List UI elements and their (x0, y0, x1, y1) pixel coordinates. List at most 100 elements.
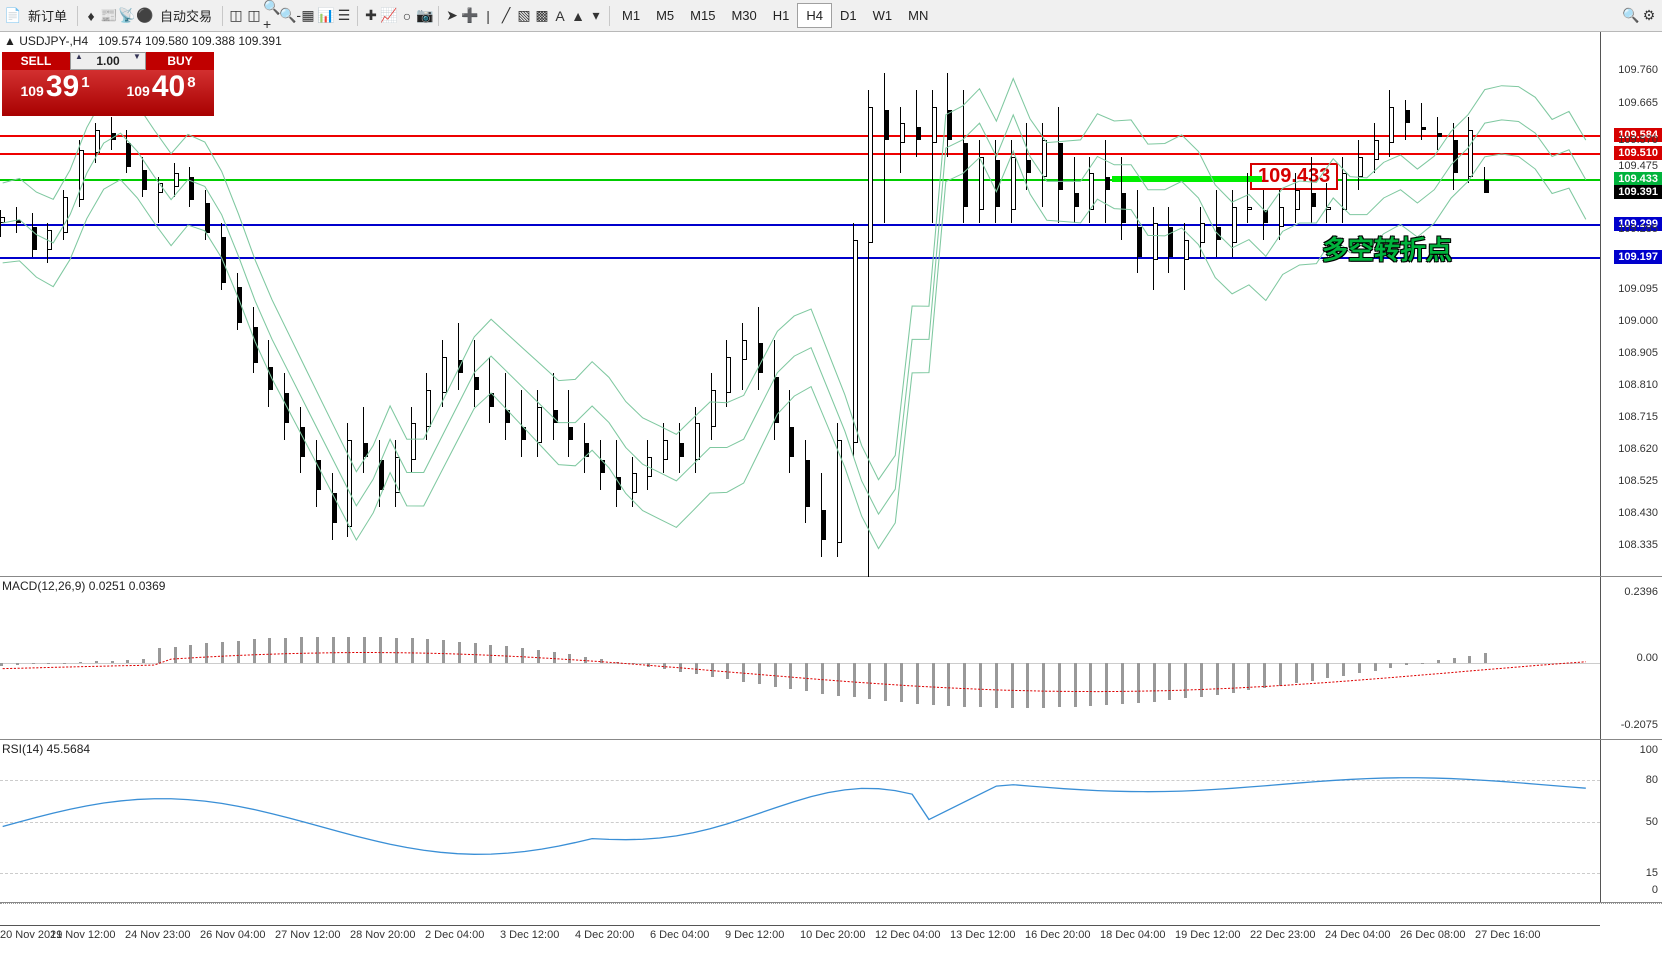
bar-chart-icon[interactable]: 📊 (317, 7, 335, 25)
candle-body[interactable] (884, 110, 889, 140)
candle-body[interactable] (789, 427, 794, 457)
sell-price-button[interactable]: 109 39 1 (2, 70, 108, 116)
candle-body[interactable] (189, 177, 194, 200)
candle-body[interactable] (1168, 227, 1173, 257)
buy-label[interactable]: BUY (146, 52, 214, 70)
auto-trade-icon[interactable]: ⚫ (136, 7, 154, 25)
candle-body[interactable] (1295, 190, 1300, 210)
candle-body[interactable] (1153, 223, 1158, 260)
settings-icon[interactable]: ⚙ (1640, 7, 1658, 25)
candle-body[interactable] (853, 240, 858, 443)
candle-body[interactable] (411, 423, 416, 460)
candle-body[interactable] (947, 110, 952, 140)
candle-body[interactable] (442, 357, 447, 394)
price-axis[interactable]: 109.760 109.665 109.584 109.570 109.510 109.4… (1600, 32, 1662, 576)
candle-body[interactable] (616, 477, 621, 490)
candle-body[interactable] (1042, 140, 1047, 177)
candle-body[interactable] (553, 410, 558, 423)
candle-body[interactable] (1058, 143, 1063, 190)
candle-body[interactable] (742, 340, 747, 360)
candle-body[interactable] (679, 443, 684, 456)
candle-body[interactable] (1121, 193, 1126, 223)
candle-body[interactable] (1405, 110, 1410, 123)
candle-body[interactable] (584, 443, 589, 456)
timeframe-MN[interactable]: MN (900, 4, 936, 27)
candle-body[interactable] (79, 150, 84, 200)
signal-icon[interactable]: 📡 (118, 7, 136, 25)
candle-body[interactable] (695, 423, 700, 460)
candle-body[interactable] (458, 360, 463, 373)
tool-icon-1[interactable]: ♦ (82, 7, 100, 25)
candle-body[interactable] (1389, 107, 1394, 144)
candle-body[interactable] (916, 127, 921, 140)
timeframe-H1[interactable]: H1 (765, 4, 798, 27)
candle-body[interactable] (316, 460, 321, 490)
candle-body[interactable] (568, 427, 573, 440)
candle-body[interactable] (1026, 160, 1031, 173)
macd-indicator-panel[interactable]: MACD(12,26,9) 0.0251 0.0369 0.2396 0.00 -0… (0, 577, 1662, 740)
candle-body[interactable] (1247, 207, 1252, 210)
date-axis[interactable]: 20 Nov 2019 21 Nov 12:00 24 Nov 23:00 26 No… (0, 903, 1662, 955)
candle-body[interactable] (300, 427, 305, 457)
tool-icon-2[interactable]: 📰 (100, 7, 118, 25)
candle-body[interactable] (1484, 180, 1489, 193)
candle-body[interactable] (1184, 240, 1189, 260)
candle-body[interactable] (332, 493, 337, 523)
new-window-icon[interactable]: ◫ (227, 7, 245, 25)
candle-body[interactable] (1216, 227, 1221, 240)
line-tool-icon[interactable]: ╱ (497, 7, 515, 25)
candle-body[interactable] (347, 440, 352, 527)
volume-input[interactable]: 1.00 ▲ ▼ (70, 52, 146, 70)
candle-body[interactable] (837, 440, 842, 543)
candle-body[interactable] (758, 343, 763, 373)
candle-body[interactable] (158, 183, 163, 193)
candle-body[interactable] (1137, 227, 1142, 257)
candle-body[interactable] (1421, 127, 1426, 130)
macd-axis[interactable]: 0.2396 0.00 -0.2075 (1600, 577, 1662, 739)
candle-body[interactable] (711, 390, 716, 427)
candle-body[interactable] (1468, 130, 1473, 177)
candle-body[interactable] (63, 197, 68, 234)
timeframe-M5[interactable]: M5 (648, 4, 682, 27)
volume-increase-icon[interactable]: ▲ (73, 52, 85, 61)
image-icon[interactable]: 📷 (416, 7, 434, 25)
sell-label[interactable]: SELL (2, 52, 70, 70)
candle-body[interactable] (174, 173, 179, 186)
new-order-button[interactable]: 新订单 (22, 4, 73, 27)
price-chart[interactable]: ▲ USDJPY-,H4 109.574 109.580 109.388 109… (0, 32, 1662, 577)
candle-body[interactable] (284, 393, 289, 423)
candle-body[interactable] (1374, 140, 1379, 160)
candle-body[interactable] (126, 143, 131, 166)
period-icon[interactable]: ◫ (245, 7, 263, 25)
timeframe-D1[interactable]: D1 (832, 4, 865, 27)
candle-body[interactable] (1263, 210, 1268, 223)
candle-body[interactable] (537, 407, 542, 444)
candle-body[interactable] (363, 443, 368, 456)
candle-body[interactable] (1279, 207, 1284, 227)
candle-body[interactable] (600, 460, 605, 473)
candle-body[interactable] (1105, 177, 1110, 190)
buy-price-button[interactable]: 109 40 8 (108, 70, 214, 116)
timeframe-M30[interactable]: M30 (723, 4, 764, 27)
rsi-axis[interactable]: 100 80 50 15 0 (1600, 740, 1662, 902)
search-icon[interactable]: 🔍 (1622, 7, 1640, 25)
candle-body[interactable] (1089, 173, 1094, 210)
macd-plot-area[interactable] (0, 577, 1600, 739)
candle-body[interactable] (1342, 173, 1347, 210)
candle-body[interactable] (663, 440, 668, 460)
timeframe-M15[interactable]: M15 (682, 4, 723, 27)
vline-icon[interactable]: | (479, 7, 497, 25)
candle-body[interactable] (932, 107, 937, 144)
rsi-plot-area[interactable] (0, 740, 1600, 902)
channel-icon[interactable]: ▧ (515, 7, 533, 25)
candle-body[interactable] (221, 237, 226, 284)
candle-body[interactable] (32, 227, 37, 250)
volume-decrease-icon[interactable]: ▼ (131, 52, 143, 61)
candle-body[interactable] (426, 390, 431, 427)
candle-body[interactable] (1311, 193, 1316, 206)
timeframe-M1[interactable]: M1 (614, 4, 648, 27)
candle-body[interactable] (868, 107, 873, 244)
candle-body[interactable] (395, 457, 400, 494)
candle-body[interactable] (111, 133, 116, 140)
candle-body[interactable] (995, 160, 1000, 207)
